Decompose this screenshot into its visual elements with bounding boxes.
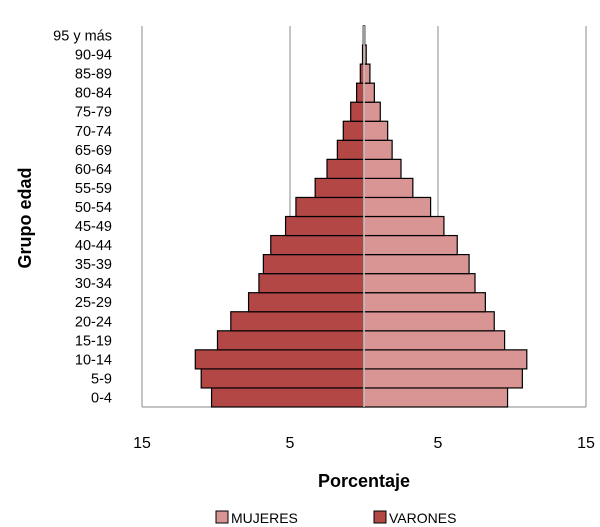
bar-mujeres [363,387,509,408]
x-tick-label: 15 [133,435,151,452]
legend: MUJERES VARONES [215,510,456,526]
bar-mujeres [363,292,486,313]
bar-varones [230,311,365,332]
bar-varones [284,215,365,237]
bar-mujeres [363,120,389,141]
bar-mujeres [363,196,432,218]
bar-mujeres [363,254,470,275]
age-group-label: 35-39 [75,257,112,273]
age-group-label: 90-94 [75,48,112,64]
bar-varones [194,349,365,370]
bar-mujeres [363,139,393,160]
bar-varones [270,234,365,256]
x-axis-title: Porcentaje [318,471,410,491]
varones-bars [194,25,365,408]
bar-varones [356,82,365,103]
x-tick-label: 5 [286,435,295,452]
bar-mujeres [363,311,495,332]
age-group-label: 80-84 [75,86,112,102]
x-tick-label: 5 [434,435,443,452]
bar-varones [216,330,365,351]
age-group-label: 30-34 [75,276,112,292]
y-axis-title: Grupo edad [15,167,35,268]
bar-varones [314,177,365,199]
age-group-label: 70-74 [75,124,112,140]
bar-varones [342,120,365,141]
bar-mujeres [363,349,528,370]
bar-varones [350,101,365,122]
bar-varones [326,158,365,180]
bar-varones [247,292,365,313]
age-group-label: 25-29 [75,295,112,311]
age-group-label: 0-4 [91,390,112,406]
bar-mujeres [363,234,458,256]
bar-varones [336,139,365,160]
bar-mujeres [363,368,523,389]
legend-swatch-mujeres [215,510,229,524]
bar-varones [210,387,365,408]
bar-varones [295,196,365,218]
bar-mujeres [363,63,371,84]
legend-swatch-varones [373,510,387,524]
age-group-label: 85-89 [75,67,112,83]
age-group-label: 50-54 [75,200,112,216]
x-tick-label: 15 [577,435,595,452]
bar-mujeres [363,101,381,122]
bar-varones [258,273,365,294]
bar-mujeres [363,82,375,103]
bar-mujeres [363,177,414,199]
age-group-label: 10-14 [75,352,112,368]
bar-varones [262,254,365,275]
age-group-label: 95 y más [53,29,112,45]
age-group-label: 15-19 [75,333,112,349]
age-group-label: 40-44 [75,238,112,254]
age-group-label: 75-79 [75,105,112,121]
bar-mujeres [363,330,506,351]
age-group-label: 45-49 [75,219,112,235]
legend-label-mujeres: MUJERES [231,510,298,526]
age-group-label: 60-64 [75,162,112,178]
bar-varones [200,368,365,389]
age-group-labels: 0-4 5-9 10-14 15-19 20-24 25-29 30-34 35-39 40-4… [53,29,112,407]
x-tick-labels: 15 5 5 15 [133,435,595,452]
age-group-label: 5-9 [91,371,112,387]
age-group-label: 20-24 [75,314,112,330]
bar-mujeres [363,158,402,180]
bar-mujeres [363,273,476,294]
age-group-label: 55-59 [75,181,112,197]
bar-mujeres [363,215,445,237]
age-group-label: 65-69 [75,143,112,159]
legend-label-varones: VARONES [389,510,456,526]
mujeres-bars [363,25,528,408]
